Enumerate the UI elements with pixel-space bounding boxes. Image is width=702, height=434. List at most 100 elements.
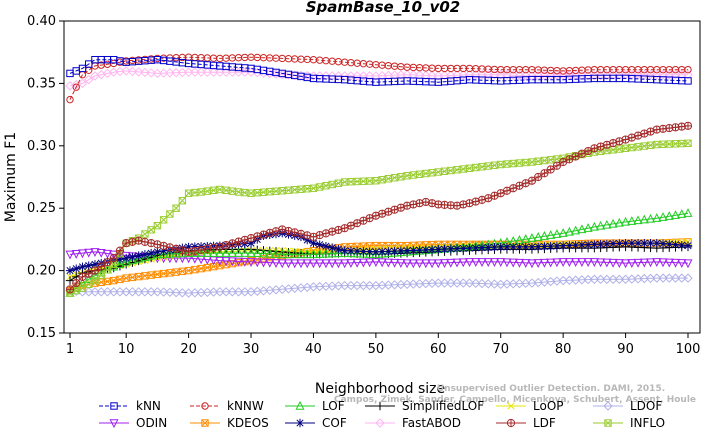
data-point-odin [358,258,368,268]
data-point-ldf [203,244,212,253]
data-point-odin [65,250,75,260]
data-point-fastabod [183,67,194,77]
data-point-lof [315,249,325,258]
data-point-ldf [240,235,249,244]
data-point-fastabod [421,70,431,81]
data-point-odin [646,258,656,268]
data-point-lof [121,256,131,266]
data-point-lof [234,248,244,257]
data-point-fastabod [577,70,587,81]
data-point-cof [128,252,137,262]
data-point-ldof [221,287,231,297]
data-point-cof [652,238,661,248]
data-point-fastabod [140,67,150,78]
x-tick-label: 80 [555,342,572,357]
data-point-odin [240,257,250,267]
data-point-odin [627,259,637,268]
data-point-odin [546,258,556,268]
data-point-cof [440,244,449,254]
data-point-cof [521,242,530,252]
data-point-fastabod [645,69,656,80]
data-point-cof [565,241,574,250]
data-point-odin [446,258,456,268]
data-point-fastabod [121,66,131,76]
data-point-ldof [446,278,456,288]
data-point-odin [614,259,624,268]
data-point-lof [521,234,531,243]
data-point-odin [365,258,375,268]
data-point-odin [90,248,100,257]
data-point-odin [302,259,312,269]
data-point-odin [258,258,269,268]
data-point-lof [302,249,312,259]
data-point-ldof [346,280,356,291]
data-point-odin [315,259,325,269]
data-point-cof [615,239,624,248]
data-point-fastabod [146,68,156,78]
data-point-cof [190,242,200,251]
data-point-lof [564,226,574,236]
data-point-odin [477,258,487,267]
data-point-odin [508,258,518,268]
data-point-lof [533,232,543,241]
data-point-ldf [683,121,693,130]
data-point-fastabod [652,69,662,80]
data-point-inflo [247,189,255,197]
data-point-inflo [546,156,555,164]
plot-frame [63,20,701,334]
data-point-knn [684,77,692,85]
data-point-cof [72,264,81,273]
data-point-inflo [153,221,162,230]
data-point-fastabod [464,69,475,80]
data-point-ldof [352,280,362,291]
data-point-odin [440,259,450,268]
data-point-lof [215,248,225,257]
legend-marker-simplifiedlof [375,401,385,411]
data-point-ldf [90,266,100,275]
data-point-fastabod [408,70,419,80]
data-point-ldf [415,199,424,208]
data-point-cof [402,246,412,255]
legend-label-ldof: LDOF [630,399,662,413]
data-point-lof [621,216,631,226]
data-point-fastabod [190,67,200,77]
data-point-ldof [177,288,188,298]
data-point-fastabod [496,69,506,80]
data-point-odin [333,259,343,269]
data-point-lof [571,225,581,235]
data-point-odin [589,258,599,267]
data-point-cof [352,246,362,256]
legend-item-kdeos: KDEOS [190,416,269,430]
data-point-ldf [602,140,611,149]
data-point-odin [371,258,381,267]
data-point-lof [258,248,269,258]
data-point-odin [296,259,306,269]
data-point-odin [271,259,281,268]
data-point-lof [140,252,150,262]
legend-label-simplifiedlof: SimplifiedLOF [402,399,484,413]
data-point-ldf [265,228,274,238]
data-point-lof [658,212,668,221]
data-point-odin [390,258,400,268]
data-point-lof [333,248,343,258]
data-point-inflo [147,226,155,234]
x-axis: 1 10 20 30 40 50 60 70 80 90 100 [66,333,700,357]
legend: kNN kNNW LOF SimplifiedLOF LoOP LDOF ODIN KDEOS… [99,399,665,430]
data-point-lof [539,231,549,240]
data-point-cof [84,261,93,270]
data-point-lof [252,248,262,258]
legend-label-loop: LoOP [533,399,564,413]
data-point-lof [646,213,656,223]
data-point-odin [283,259,294,269]
data-point-odin [458,258,468,268]
data-point-inflo [684,139,692,148]
data-point-lof [271,249,281,258]
data-point-ldf [652,125,661,134]
x-tick-label: 20 [180,342,197,357]
data-point-lof [277,249,287,259]
data-point-odin [246,258,256,267]
data-point-lof [171,248,181,258]
data-point-cof [509,242,518,252]
legend-label-odin: ODIN [136,416,167,430]
data-point-knnw [66,95,74,104]
